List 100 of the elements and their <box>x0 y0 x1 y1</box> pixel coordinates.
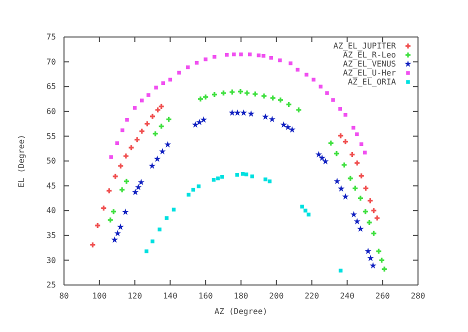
point <box>296 107 302 112</box>
x-tick-label: 80 <box>59 292 69 301</box>
point <box>334 178 340 184</box>
point <box>235 173 239 177</box>
y-tick-label: 35 <box>46 230 56 240</box>
point <box>354 160 360 166</box>
point <box>152 131 158 136</box>
point <box>114 230 121 236</box>
point <box>132 188 139 196</box>
point <box>164 216 169 220</box>
point <box>278 58 282 62</box>
point <box>280 121 288 128</box>
x-tick-label: 240 <box>340 292 355 301</box>
y-tick-label: 55 <box>46 132 56 141</box>
point <box>262 94 267 99</box>
point <box>146 93 150 97</box>
x-tick-label: 100 <box>92 292 107 301</box>
point <box>240 172 245 176</box>
point <box>331 98 335 102</box>
point <box>117 223 124 230</box>
point <box>338 107 342 111</box>
point <box>368 198 373 204</box>
point <box>108 218 113 223</box>
point <box>338 133 344 138</box>
point <box>288 126 296 133</box>
point <box>262 54 266 58</box>
point <box>315 151 322 158</box>
point <box>344 113 348 117</box>
point <box>358 173 364 178</box>
point <box>200 116 208 123</box>
y-tick-label: 40 <box>46 206 56 216</box>
point <box>355 132 359 136</box>
point <box>244 172 248 176</box>
point <box>264 177 268 182</box>
y-tick-label: 70 <box>46 57 56 66</box>
legend-label: AZ_EL_ORIA <box>348 78 396 87</box>
point <box>334 151 340 156</box>
point <box>134 137 140 142</box>
point <box>140 98 144 102</box>
point <box>371 208 376 214</box>
point <box>270 96 276 101</box>
x-tick-label: 200 <box>269 292 284 301</box>
point <box>144 121 150 126</box>
point <box>186 192 190 197</box>
point <box>144 249 148 254</box>
point <box>115 141 119 146</box>
point <box>128 145 134 150</box>
x-tick-label: 280 <box>410 292 426 301</box>
point <box>248 110 254 117</box>
point <box>161 81 165 85</box>
x-axis-title: AZ (Degree) <box>214 307 268 316</box>
point <box>286 102 292 107</box>
point <box>166 116 172 122</box>
legend-label: AZ_EL_R-Leo <box>343 50 396 60</box>
point <box>150 114 156 119</box>
point <box>154 155 161 162</box>
x-tick-label: 220 <box>304 292 320 301</box>
point <box>198 96 203 102</box>
point <box>139 128 144 134</box>
point <box>382 266 387 272</box>
point <box>358 196 363 201</box>
point <box>132 106 137 110</box>
x-tick-label: 260 <box>375 292 390 301</box>
point <box>364 248 372 254</box>
point <box>238 89 243 94</box>
point <box>284 124 292 130</box>
point <box>342 162 347 168</box>
y-tick-label: 60 <box>46 106 56 116</box>
point <box>304 72 308 77</box>
point <box>112 174 118 179</box>
point <box>124 178 129 184</box>
point <box>228 109 236 116</box>
point <box>120 128 124 132</box>
point <box>366 220 372 226</box>
y-tick-label: 45 <box>46 181 56 190</box>
point <box>374 216 380 221</box>
point <box>342 193 349 200</box>
point <box>158 104 164 109</box>
point <box>300 204 304 209</box>
point <box>172 208 176 212</box>
x-tick-label: 140 <box>162 292 178 301</box>
point <box>357 225 364 232</box>
point <box>204 57 208 62</box>
point <box>125 118 129 122</box>
point <box>348 176 353 181</box>
point <box>338 185 345 192</box>
point <box>155 107 160 112</box>
point <box>354 218 360 224</box>
point <box>328 140 334 146</box>
point <box>288 61 292 66</box>
point <box>150 239 154 244</box>
point <box>186 65 190 70</box>
point <box>312 78 316 82</box>
point <box>216 176 220 180</box>
point <box>220 175 224 179</box>
point <box>350 152 355 158</box>
point <box>268 116 276 122</box>
point <box>342 139 348 144</box>
point <box>230 90 235 95</box>
point <box>338 268 343 272</box>
